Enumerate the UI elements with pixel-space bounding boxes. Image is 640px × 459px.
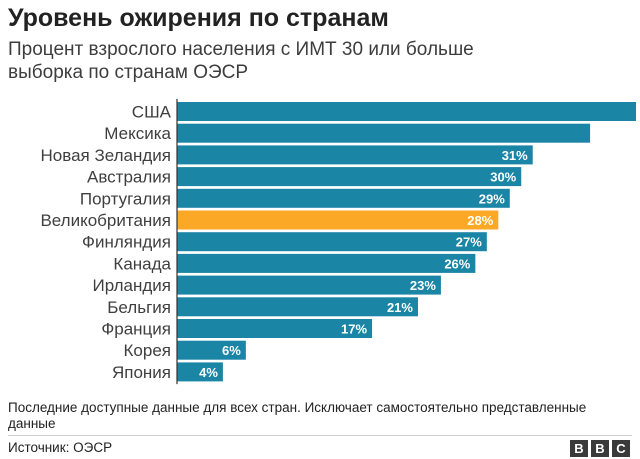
bar-5 [177, 188, 510, 208]
category-label-10: Бельгия [107, 298, 171, 317]
value-label-9: 23% [410, 278, 436, 293]
logo-letter-3: C [612, 440, 630, 457]
category-label-6: Великобритания [40, 211, 171, 230]
logo-letter-1: B [570, 440, 588, 457]
bbc-logo: B B C [570, 440, 630, 457]
value-label-3: 31% [502, 148, 528, 163]
value-label-6: 28% [467, 213, 493, 228]
category-label-12: Корея [124, 341, 171, 360]
bar-2 [177, 123, 591, 143]
footnote: Последние доступные данные для всех стра… [8, 400, 587, 431]
chart-subtitle: Процент взрослого населения с ИМТ 30 или… [8, 38, 474, 84]
footer-divider [8, 435, 632, 436]
bar-8 [177, 253, 476, 273]
bar-7 [177, 232, 487, 252]
bar-3 [177, 145, 533, 165]
bar-9 [177, 275, 441, 295]
value-label-7: 27% [456, 235, 482, 250]
category-label-1: США [132, 103, 172, 122]
source-text: Источник: ОЭСР [8, 440, 113, 455]
bar-11 [177, 319, 373, 338]
category-label-2: Мексика [104, 124, 171, 143]
category-label-13: Япония [112, 363, 171, 382]
category-label-5: Португалия [80, 189, 171, 208]
logo-letter-2: B [591, 440, 609, 457]
bar-10 [177, 297, 418, 317]
bar-6 [177, 210, 499, 230]
bar-1 [177, 102, 636, 121]
category-label-8: Канада [113, 254, 171, 273]
bar-chart: США Мексика Новая Зеландия 31% Австралия 30% П… [40, 99, 636, 385]
subtitle-line-2: выборка по странам ОЭСР [8, 62, 249, 83]
subtitle-line-1: Процент взрослого населения с ИМТ 30 или… [8, 39, 474, 60]
value-label-8: 26% [444, 256, 470, 271]
value-label-13: 4% [199, 365, 218, 380]
value-label-12: 6% [222, 343, 241, 358]
value-label-5: 29% [479, 191, 505, 206]
category-label-9: Ирландия [93, 276, 171, 295]
value-label-11: 17% [341, 322, 367, 337]
category-label-7: Финляндия [82, 233, 171, 252]
category-label-11: Франция [101, 320, 171, 339]
chart-title: Уровень ожирения по странам [8, 4, 389, 32]
category-label-3: Новая Зеландия [41, 146, 172, 165]
bar-13 [177, 362, 223, 382]
value-label-10: 21% [387, 300, 413, 315]
category-label-4: Австралия [87, 168, 171, 187]
bar-4 [177, 167, 522, 187]
value-label-4: 30% [490, 170, 516, 185]
bar-12 [177, 340, 246, 360]
